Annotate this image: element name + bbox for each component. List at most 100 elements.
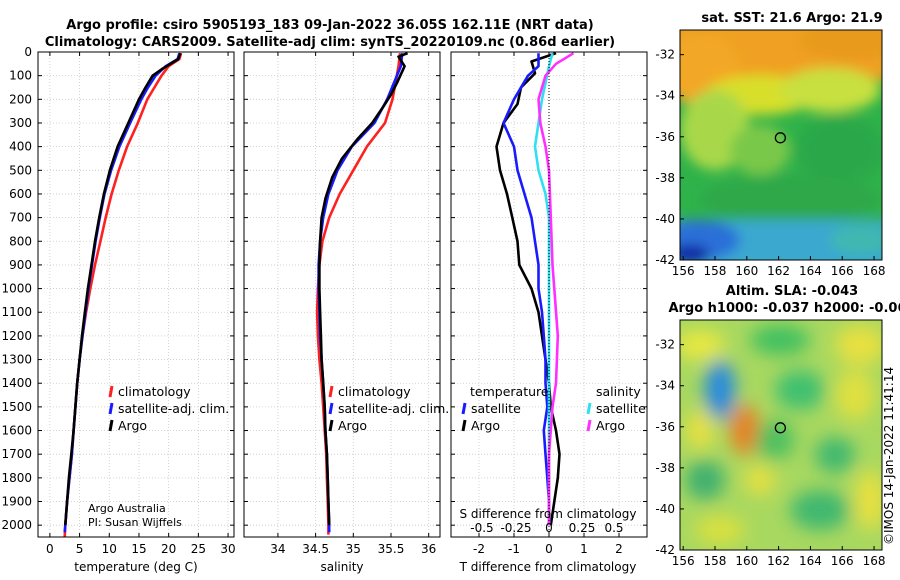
x-tick-label: 162 xyxy=(767,264,790,278)
x-tick-label: 30 xyxy=(220,542,235,556)
temperature-xlabel: temperature (deg C) xyxy=(74,560,197,574)
y-tick-label: -32 xyxy=(655,48,675,62)
salinity-panel: 34 34.5 35 35.5 36 xyxy=(243,51,441,556)
x-tick-label: 10 xyxy=(102,542,117,556)
sst-map-axes: 156 158 160 162 164 166 168 -32 -34 -36 -38 -40 -42 xyxy=(655,48,885,278)
x-tick-label: 168 xyxy=(863,554,886,568)
y-tick-label: 500 xyxy=(9,163,32,177)
legend-swatch-s-argo xyxy=(586,419,592,432)
legend-label: Argo xyxy=(471,418,500,433)
y-tick-label: -32 xyxy=(655,338,675,352)
legend-title-temperature: temperature xyxy=(470,384,549,399)
legend-label: climatology xyxy=(118,384,191,399)
s-tick: 0 xyxy=(545,521,553,535)
series-line-s-satellite xyxy=(533,52,554,526)
imos-credit: ©IMOS 14-Jan-2022 11:41:14 xyxy=(882,367,896,545)
series-line-climatology xyxy=(315,53,402,535)
y-tick-label: 1500 xyxy=(1,400,32,414)
y-tick-label: 1100 xyxy=(1,305,32,319)
y-tick-label: -34 xyxy=(655,89,675,103)
legend-swatch-argo xyxy=(108,419,114,432)
legend-swatch-satellite xyxy=(108,402,114,415)
x-tick-label: 166 xyxy=(831,264,854,278)
x-tick-label: 160 xyxy=(735,264,758,278)
series-line-satellite-adj-clim- xyxy=(317,53,404,533)
difference-panel: -2 -1 0 1 2 xyxy=(450,51,648,556)
title-line-2: Climatology: CARS2009. Satellite-adj cli… xyxy=(45,35,615,50)
legend-label: Argo xyxy=(596,418,625,433)
y-tick-label: 1600 xyxy=(1,424,32,438)
y-tick-label: 1700 xyxy=(1,447,32,461)
temperature-legend: climatology satellite-adj. clim. Argo xyxy=(108,384,229,433)
credit-line-2: PI: Susan Wijffels xyxy=(88,516,182,529)
axes-frame xyxy=(37,51,235,538)
y-tick-label: 700 xyxy=(9,211,32,225)
series-line-satellite-adj-clim- xyxy=(63,52,181,533)
x-tick-label: 34.5 xyxy=(302,542,329,556)
series-line-climatology xyxy=(63,52,183,537)
x-tick-label: 15 xyxy=(131,542,146,556)
y-tick-label: -42 xyxy=(655,543,675,557)
x-tick-label: 166 xyxy=(831,554,854,568)
y-tick-label: -36 xyxy=(655,420,675,434)
y-tick-label: 1200 xyxy=(1,329,32,343)
legend-label: satellite-adj. clim. xyxy=(118,401,229,416)
legend-swatch-climatology xyxy=(108,385,114,398)
series-line-argo xyxy=(318,52,409,526)
x-tick-label: 156 xyxy=(672,264,695,278)
y-tick-label: 1800 xyxy=(1,471,32,485)
y-tick-label: -42 xyxy=(655,253,675,267)
y-tick-label: 800 xyxy=(9,234,32,248)
temperature-panel: 0 5 10 15 20 25 300100200300400500600700800900… xyxy=(1,45,235,556)
sla-map-axes: 156 158 160 162 164 166 168 -32 -34 -36 -38 -40 -42 xyxy=(655,338,885,568)
x-tick-label: 20 xyxy=(161,542,176,556)
s-tick: -0.25 xyxy=(500,521,531,535)
s-difference-label: S difference from climatology xyxy=(460,507,637,521)
x-tick-label: 162 xyxy=(767,554,790,568)
x-tick-label: 164 xyxy=(799,554,822,568)
argo-position-marker xyxy=(774,422,787,434)
y-tick-label: 600 xyxy=(9,187,32,201)
y-tick-label: 1300 xyxy=(1,353,32,367)
y-tick-label: 900 xyxy=(9,258,32,272)
legend-swatch-satellite xyxy=(328,402,334,415)
legend-swatch-s-satellite xyxy=(586,402,592,415)
series-group xyxy=(63,52,183,537)
y-tick-label: 2000 xyxy=(1,518,32,532)
x-tick-label: 158 xyxy=(704,554,727,568)
sst-map-image xyxy=(680,30,882,260)
legend-label: Argo xyxy=(118,418,147,433)
sla-map-image xyxy=(680,320,882,550)
x-tick-label: 158 xyxy=(704,264,727,278)
s-tick: 0.25 xyxy=(569,521,596,535)
x-tick-label: 36 xyxy=(421,542,436,556)
legend-title-salinity: salinity xyxy=(596,384,641,399)
legend-label: satellite xyxy=(471,401,521,416)
s-difference-ticks: -0.5 -0.25 0 0.25 0.5 xyxy=(470,521,623,535)
x-tick-label: 168 xyxy=(863,264,886,278)
y-tick-label: 1000 xyxy=(1,282,32,296)
difference-xlabel: T difference from climatology xyxy=(459,560,637,574)
legend-swatch-climatology xyxy=(328,385,334,398)
legend-label: Argo xyxy=(338,418,367,433)
y-tick-label: -34 xyxy=(655,379,675,393)
y-tick-label: 100 xyxy=(9,69,32,83)
legend-swatch-argo xyxy=(328,419,334,432)
x-tick-label: 35.5 xyxy=(378,542,405,556)
x-tick-label: 35 xyxy=(346,542,361,556)
x-tick-label: 0 xyxy=(545,542,553,556)
x-tick-label: 2 xyxy=(615,542,623,556)
series-line-s-argo xyxy=(537,52,575,526)
series-line-t-argo xyxy=(495,52,561,526)
y-tick-label: 0 xyxy=(24,45,32,59)
sst-map-title: sat. SST: 21.6 Argo: 21.9 xyxy=(701,11,882,26)
title-line-1: Argo profile: csiro 5905193_183 09-Jan-2… xyxy=(66,18,593,33)
series-group xyxy=(495,52,575,526)
x-tick-label: 156 xyxy=(672,554,695,568)
legend-label: climatology xyxy=(338,384,411,399)
salinity-xlabel: salinity xyxy=(320,560,363,574)
sst-map-frame xyxy=(679,29,883,261)
s-tick: 0.5 xyxy=(604,521,623,535)
credit-line-1: Argo Australia xyxy=(88,502,166,515)
axes-frame xyxy=(243,51,441,538)
